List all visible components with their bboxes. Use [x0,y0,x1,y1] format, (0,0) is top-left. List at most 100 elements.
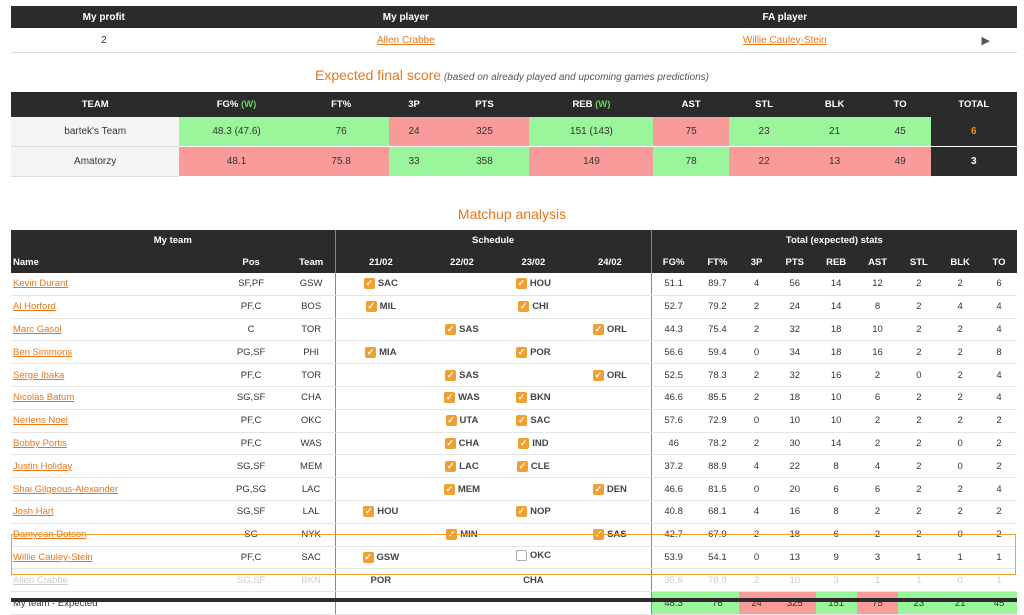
player-row: Damyean Dotson SG NYK ✓ MIN ✓ SAS 42.7 67.9 2 18 6 2… [11,523,1017,547]
game-checkbox[interactable]: ✓ [365,301,377,313]
player-name-link[interactable]: Marc Gasol [13,323,62,335]
stat-cell: 4 [739,273,774,296]
player-name-link[interactable]: Bobby Portis [13,437,67,449]
player-name-link[interactable]: Al Horford [13,301,56,313]
game-checkbox[interactable]: ✓ [516,506,528,518]
player-name-link[interactable]: Allen Crabbe [13,574,68,586]
score-cell: 76 [293,117,389,147]
game-checkbox[interactable]: ✓ [363,506,375,518]
stat-cell: 78.3 [695,363,740,387]
matchup-col-team: Team [287,251,336,273]
score-header-blk: BLK [799,92,870,117]
game-checkbox[interactable]: ✓ [444,437,456,449]
stat-cell: 52.7 [650,295,696,319]
player-team: TOR [287,363,336,387]
player-name-link[interactable]: Ben Simmons [13,346,73,358]
player-row: Bobby Portis PF,C WAS ✓ CHA ✓ IND 46 78.2 2 30 14 2 2… [11,432,1017,456]
opponent-label: MEM [457,483,481,495]
stat-cell: 2 [939,386,982,410]
player-name-link[interactable]: Nicolas Batum [13,392,75,404]
opponent-label: CHA [523,574,544,586]
stat-cell: 6 [856,386,899,410]
player-row: Nicolas Batum SG,SF CHA ✓ WAS ✓ BKN 46.6 85.5 2 18… [11,386,1017,410]
game-checkbox[interactable]: ✓ [365,346,377,358]
player-pos: PF,C [214,295,288,319]
stat-cell: 46.6 [650,386,696,410]
player-name-link[interactable]: Kevin Durant [13,278,68,290]
play-icon[interactable]: ▶ [981,34,990,47]
game-checkbox[interactable]: ✓ [518,437,530,449]
game-checkbox[interactable]: ✓ [445,460,457,472]
expected-score-table: TEAM FG% (W) FT% 3P PTS REB (W) AST STL BLK TO TOT… [11,92,1017,177]
stat-cell: 2 [898,523,940,547]
schedule-cell [426,568,498,593]
stat-cell: 1 [981,546,1017,570]
game-checkbox[interactable]: ✓ [363,278,375,290]
game-checkbox[interactable]: ✓ [443,483,455,495]
matchup-col-reb: REB [815,251,857,273]
fa-player-link[interactable]: Willie Cauley-Stein [742,34,827,46]
score-total: 6 [930,117,1017,147]
schedule-cell [426,340,498,365]
stat-cell: 4 [981,386,1017,410]
schedule-cell: ✓ LAC [426,454,498,479]
matchup-col-pts: PTS [773,251,816,273]
schedule-cell: ✓ ORL [569,363,652,387]
matchup-col-fgpct: FG% [650,251,696,273]
score-cell: 75.8 [293,146,389,177]
schedule-cell: ✓ CLE [497,454,570,479]
player-team: LAC [287,477,336,501]
header-fa-player: FA player [615,6,955,28]
player-name-link[interactable]: Serge Ibaka [13,369,65,381]
stat-cell: 2 [898,273,940,296]
player-row: Kevin Durant SF,PF GSW ✓ SAC ✓ HOU 51.1 89.7 4 56 1… [11,273,1017,296]
game-checkbox[interactable]: ✓ [593,529,605,541]
player-name-link[interactable]: Shai Gilgeous-Alexander [13,483,119,495]
group-my-team: My team [11,230,336,251]
stat-cell: 4 [856,454,899,479]
stat-cell: 2 [898,318,940,342]
game-checkbox[interactable]: ✓ [518,301,530,313]
game-checkbox[interactable]: ✓ [592,483,604,495]
game-checkbox[interactable]: ✓ [444,392,456,404]
game-checkbox[interactable]: ✓ [592,323,604,335]
game-checkbox[interactable]: ✓ [446,529,458,541]
game-checkbox[interactable]: ✓ [445,369,457,381]
header-my-player: My player [196,6,616,28]
game-checkbox[interactable] [515,550,527,562]
game-checkbox[interactable]: ✓ [515,278,527,290]
opponent-label: HOU [529,278,551,290]
game-checkbox[interactable]: ✓ [516,460,528,472]
game-checkbox[interactable]: ✓ [445,415,457,427]
game-checkbox[interactable]: ✓ [362,551,374,563]
stat-cell: 2 [739,386,774,410]
stat-cell: 2 [739,432,774,456]
player-pos: PG,SG [214,477,288,501]
game-checkbox[interactable]: ✓ [592,369,604,381]
game-checkbox[interactable]: ✓ [516,415,528,427]
player-name-link[interactable]: Damyean Dotson [13,529,87,541]
player-name-link[interactable]: Nerlens Noel [13,415,68,427]
player-row: Nerlens Noel PF,C OKC ✓ UTA ✓ SAC 57.6 72.9 0 10 10… [11,409,1017,433]
opponent-label: UTA [459,415,479,427]
player-name-link[interactable]: Willie Cauley-Stein [13,551,93,563]
stat-cell: 3 [815,568,857,593]
score-team-name: bartek's Team [11,117,180,147]
player-pos: SG,SF [214,500,288,524]
my-player-link[interactable]: Allen Crabbe [376,34,435,46]
stat-cell: 4 [981,318,1017,342]
game-checkbox[interactable]: ✓ [516,392,528,404]
game-checkbox[interactable]: ✓ [445,323,457,335]
win-marker: (W) [595,99,611,110]
schedule-cell: ✓ NOP [497,500,570,524]
player-name-link[interactable]: Justin Holiday [13,460,73,472]
stat-cell: 0 [939,432,982,456]
score-header-to: TO [869,92,931,117]
player-row: Marc Gasol C TOR ✓ SAS ✓ ORL 44.3 75.4 2 32 18 10 2 2 4 [11,318,1017,342]
score-header-ast: AST [653,92,729,117]
game-checkbox[interactable]: ✓ [516,346,528,358]
player-name-link[interactable]: Josh Hart [13,506,54,518]
stat-cell: 0 [939,523,982,547]
stat-cell: 53.9 [650,546,696,570]
schedule-cell [426,295,498,319]
